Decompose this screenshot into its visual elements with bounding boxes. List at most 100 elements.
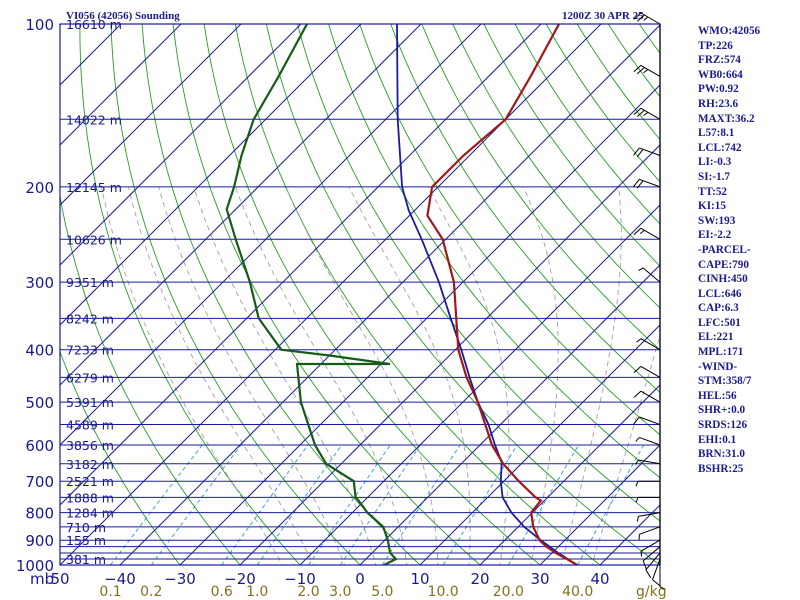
- wind-barb: [633, 365, 661, 378]
- wind-barb: [640, 539, 661, 557]
- wind-barb-staff: [639, 416, 661, 426]
- pressure-tick-label: 400: [25, 342, 54, 360]
- moist-adiabat-line: [127, 186, 314, 565]
- isotherm-line: [60, 24, 542, 506]
- temperature-tick-label: −30: [164, 570, 196, 588]
- sounding-index: MPL:171: [698, 346, 744, 359]
- wind-barb-half-flag: [635, 497, 639, 503]
- temperature-tick-label: 10: [410, 570, 429, 588]
- moist-adiabat-line: [591, 333, 660, 565]
- temperature-tick-label: 0: [355, 570, 365, 588]
- height-label: 16610 m: [66, 17, 122, 32]
- mixing-ratio-label: 0.2: [140, 584, 162, 600]
- wind-barb-half-flag: [638, 267, 644, 271]
- sounding-index: CAPE:790: [698, 258, 749, 271]
- wind-barb-flag: [633, 390, 642, 398]
- wind-barb: [659, 565, 666, 590]
- moist-adiabat-line: [101, 186, 283, 565]
- height-label: 5391 m: [66, 395, 114, 410]
- wind-barb-flag: [633, 416, 640, 425]
- height-label: 10626 m: [66, 232, 122, 247]
- wind-barb-flag: [633, 179, 640, 188]
- mixing-ratio-label: 0.6: [211, 584, 233, 600]
- wind-barb-staff: [642, 546, 661, 562]
- height-label: 710 m: [66, 520, 106, 535]
- wind-barb: [633, 178, 661, 189]
- mixing-ratio-unit-label: g/kg: [636, 584, 667, 600]
- wind-barb: [645, 552, 661, 579]
- wind-barb-staff: [638, 459, 661, 465]
- wind-barb: [636, 338, 661, 351]
- sounding-time: 1200Z 30 APR 25: [562, 10, 644, 22]
- isotherm-line: [60, 24, 362, 326]
- isotherm-line: [479, 384, 660, 565]
- sounding-index: SHR+:0.0: [698, 404, 746, 417]
- dry-adiabat-line: [60, 193, 241, 565]
- wind-barb-staff: [640, 338, 661, 351]
- sounding-index: CINH:450: [698, 273, 748, 286]
- height-label: 381 m: [66, 552, 106, 567]
- height-label: 1888 m: [66, 490, 114, 505]
- sounding-indices-list: WMO:42056 TP:226 FRZ:574 WB0:664 PW:0.92 RH:2…: [698, 24, 760, 476]
- sounding-index: -PARCEL-: [698, 243, 751, 256]
- dry-adiabat-line: [110, 24, 361, 565]
- wind-barb-staff: [642, 267, 661, 283]
- mixing-ratio-line: [381, 444, 461, 565]
- pressure-tick-label: 900: [25, 532, 54, 550]
- isotherm-line: [539, 444, 660, 565]
- sounding-index: TT:52: [698, 185, 728, 198]
- sounding-index: L57:8.1: [698, 127, 735, 140]
- dry-adiabat-line: [545, 24, 660, 183]
- moist-adiabat-line: [522, 186, 559, 565]
- wind-barb: [633, 107, 661, 120]
- isotherm-line: [119, 24, 660, 565]
- dry-adiabat-line: [234, 24, 601, 565]
- sounding-index: MAXT:36.2: [698, 112, 755, 125]
- pressure-tick-label: 700: [25, 473, 54, 491]
- temperature-tick-label: −40: [104, 570, 136, 588]
- wind-barb: [633, 12, 661, 25]
- wind-barb-flag: [633, 366, 642, 374]
- height-label: 2521 m: [66, 474, 114, 489]
- wind-barb-staff: [638, 512, 661, 517]
- pressure-tick-label: 600: [25, 437, 54, 455]
- mixing-ratio-label: 3.0: [329, 584, 351, 600]
- height-label: 7233 m: [66, 343, 114, 358]
- isotherm-line: [60, 24, 302, 266]
- pressure-tick-label: 300: [25, 274, 54, 292]
- mixing-ratio-label: 5.0: [371, 584, 393, 600]
- sounding-index: FRZ:574: [698, 54, 741, 67]
- wind-barb-half-flag: [636, 516, 639, 522]
- sounding-index: SI:-1.7: [698, 170, 731, 183]
- temperature-tick-label: −20: [224, 570, 256, 588]
- temperature-tick-label: 40: [590, 570, 609, 588]
- height-label: 8242 m: [66, 311, 114, 326]
- pressure-tick-label: 800: [25, 505, 54, 523]
- isotherm-line: [239, 144, 660, 565]
- height-label: 4589 m: [66, 418, 114, 433]
- wind-barb-half-flag: [635, 481, 639, 487]
- sounding-index: EL:221: [698, 331, 734, 344]
- dry-adiabat-line: [452, 24, 660, 309]
- wind-barb: [633, 147, 661, 158]
- isotherm-line: [419, 324, 660, 565]
- wind-barb-staff: [639, 526, 661, 535]
- moist-adiabat-line: [561, 186, 622, 565]
- wind-barb-flag: [633, 227, 642, 235]
- wind-barb-flag: [633, 65, 642, 73]
- wind-barb-half-flag: [659, 586, 666, 590]
- wind-barb-half-flag: [636, 338, 642, 343]
- dewpoint-profile-line: [225, 24, 398, 565]
- wind-barb-staff: [639, 436, 661, 446]
- wind-barb-half-flag: [639, 229, 645, 235]
- wind-barb-staff: [640, 390, 661, 403]
- sounding-index: LFC:501: [698, 316, 741, 329]
- pressure-unit-label: mb: [30, 570, 54, 588]
- chart-profiles: [225, 24, 578, 565]
- isotherm-line: [179, 84, 660, 565]
- sounding-index: HEL:56: [698, 389, 737, 402]
- wind-barb: [633, 416, 661, 426]
- height-label: 14022 m: [66, 112, 122, 127]
- dry-adiabat-line: [79, 24, 301, 565]
- temperature-tick-label: −10: [284, 570, 316, 588]
